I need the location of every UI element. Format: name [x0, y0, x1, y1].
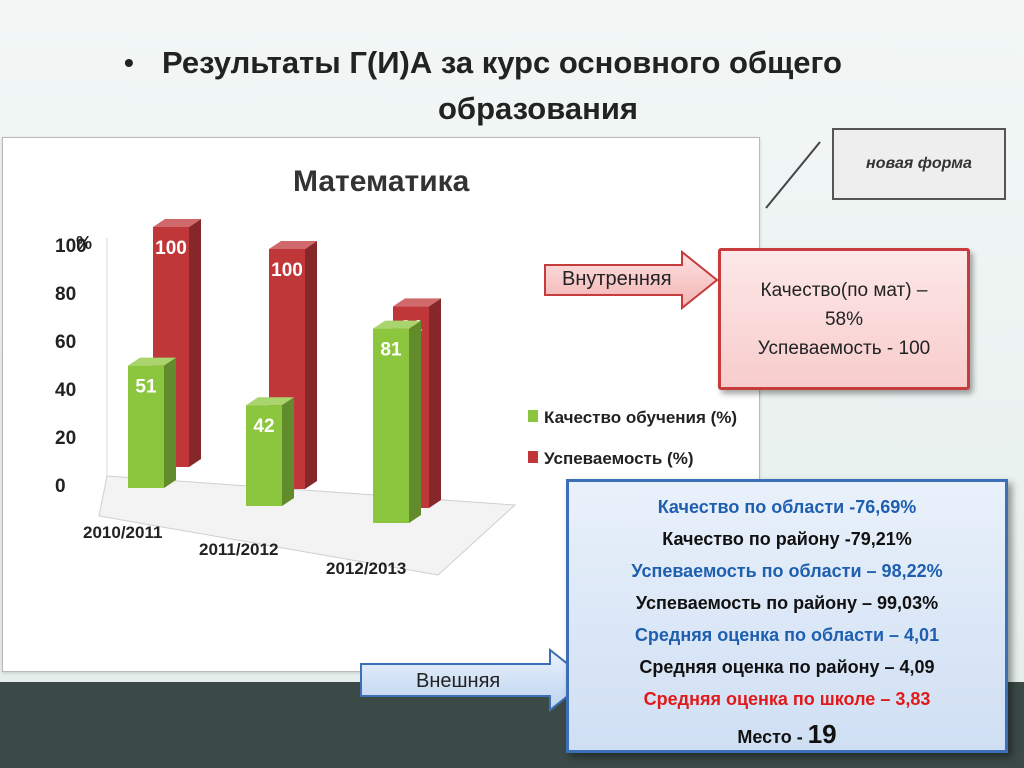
bar-quality-2: [246, 405, 282, 506]
y-tick-label: 0: [55, 476, 66, 497]
x-category-label: 2011/2012: [199, 540, 278, 559]
title-line-2: образования: [438, 91, 638, 126]
external-line-1: Качество по области -76,69%: [657, 497, 917, 517]
bar-success-3-side: [429, 298, 441, 508]
note-connector-line: [765, 141, 821, 209]
bar-success-2-side: [305, 241, 317, 489]
bar-success-2-data-label: 100: [271, 260, 303, 281]
place-label: Место -: [737, 727, 808, 747]
bar-quality-3-top: [373, 320, 421, 329]
place-value: 19: [807, 719, 837, 749]
bar-quality-1-data-label: 51: [135, 377, 157, 398]
place-line: Место - 19: [569, 718, 1005, 753]
math-chart: Математика% 0 20 40 60 80 100 100 51 2010/2011 100…: [55, 165, 737, 578]
external-line-2: Качество по району -79,21%: [662, 529, 912, 549]
external-line-4: Успеваемость по району – 99,03%: [635, 593, 939, 613]
internal-label: Внутренняя: [562, 268, 672, 290]
internal-line-1: Качество(по мат) –: [760, 279, 928, 301]
y-tick-label: 100: [55, 236, 87, 257]
new-form-note-text: новая форма: [866, 155, 972, 172]
legend-entry-2: Успеваемость (%): [544, 449, 694, 468]
bar-quality-3-data-label: 81: [380, 340, 402, 361]
bar-quality-3: [373, 328, 409, 523]
y-tick-label: 40: [55, 380, 76, 401]
bar-success-1-top: [153, 219, 201, 227]
bar-success-3-top: [393, 298, 441, 307]
legend-swatch-1: [528, 410, 538, 422]
bar-success-1-data-label: 100: [155, 238, 187, 259]
bar-quality-2-top: [246, 397, 294, 406]
external-line-6: Средняя оценка по району – 4,09: [639, 657, 935, 677]
bar-quality-1: [128, 365, 164, 488]
bar-quality-2-side: [282, 397, 294, 506]
title-bullet: •: [124, 47, 134, 78]
internal-line-3: Успеваемость - 100: [757, 337, 931, 359]
legend-entry-1: Качество обучения (%): [544, 408, 737, 427]
external-results-box: Качество по области -76,69% Качество по …: [566, 479, 1008, 753]
bar-success-2-top: [269, 241, 317, 249]
legend-swatch-2: [528, 451, 538, 463]
external-label: Внешняя: [416, 670, 501, 692]
external-line-3: Успеваемость по области – 98,22%: [631, 561, 943, 581]
internal-line-2: 58%: [824, 308, 864, 330]
y-axis-label: %: [76, 233, 92, 253]
y-tick-label: 60: [55, 332, 76, 353]
internal-results-box: Качество(по мат) – 58% Успеваемость - 10…: [718, 248, 970, 390]
bar-quality-1-side: [164, 357, 176, 488]
x-category-label: 2012/2013: [326, 559, 406, 578]
title-line-1: Результаты Г(И)А за курс основного общег…: [162, 45, 842, 80]
x-category-label: 2010/2011: [83, 523, 162, 542]
bar-success-1-side: [189, 219, 201, 467]
bar-quality-1-top: [128, 357, 176, 366]
new-form-note: новая форма: [832, 128, 1006, 200]
y-tick-label: 20: [55, 428, 76, 449]
y-tick-label: 80: [55, 284, 76, 305]
external-line-7: Средняя оценка по школе – 3,83: [643, 689, 931, 709]
chart-title: Математика: [293, 165, 470, 198]
internal-arrow-icon: [544, 249, 719, 311]
external-line-5: Средняя оценка по области – 4,01: [634, 625, 940, 645]
bar-quality-3-side: [409, 320, 421, 523]
bar-quality-2-data-label: 42: [253, 416, 274, 437]
